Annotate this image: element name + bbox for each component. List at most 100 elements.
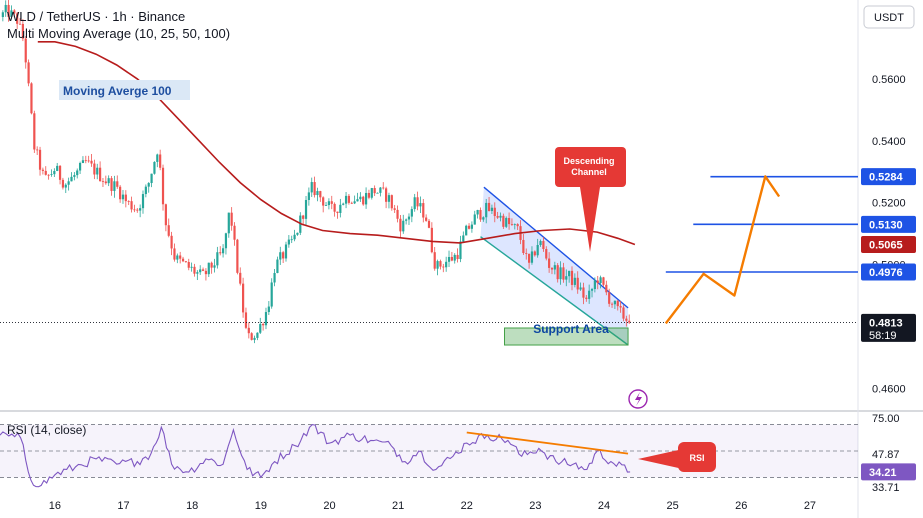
candle-body	[447, 256, 451, 262]
support-area-label: Support Area	[533, 322, 609, 336]
candle-body	[210, 262, 213, 268]
candle-body	[10, 10, 13, 17]
candle-body	[187, 261, 190, 268]
candle-body	[330, 201, 333, 204]
rsi-divergence-line	[466, 431, 629, 455]
candle-body	[276, 259, 279, 273]
symbol-title: WLD / TetherUS · 1h · Binance	[7, 9, 185, 24]
candle-body	[24, 38, 27, 63]
candle-body	[590, 289, 594, 291]
time-tick-label: 23	[529, 500, 541, 512]
candle-body	[201, 269, 205, 271]
candle-body	[287, 239, 290, 245]
candle-body	[507, 217, 511, 225]
moving-average-100	[37, 40, 636, 246]
candle-body	[61, 179, 65, 188]
candle-body	[588, 290, 591, 299]
candle-body	[387, 195, 391, 202]
candle-body	[184, 261, 187, 263]
price-tick-label: 0.5200	[872, 198, 906, 210]
candle-body	[279, 252, 282, 260]
candle-body	[393, 208, 396, 210]
candle-body	[196, 272, 199, 274]
candle-body	[333, 203, 336, 212]
candle-body	[370, 188, 373, 198]
time-tick-label: 18	[186, 500, 198, 512]
price-label-box	[861, 263, 916, 281]
candle-body	[179, 255, 182, 259]
price-label-box	[861, 235, 916, 253]
candle-body	[316, 191, 319, 196]
time-tick-label: 19	[255, 500, 267, 512]
rsi-tick-label: 47.87	[872, 449, 900, 461]
candle-body	[382, 187, 385, 189]
candle-body	[67, 181, 70, 185]
candle-body	[296, 232, 299, 235]
candle-body	[410, 209, 413, 217]
rsi-panel	[0, 424, 858, 488]
candle-body	[193, 266, 196, 274]
time-tick-label: 27	[804, 500, 816, 512]
candle-body	[336, 211, 339, 213]
descending-channel-callout: Descending Channel	[555, 147, 626, 252]
candle-body	[133, 209, 136, 211]
time-tick-label: 17	[117, 500, 129, 512]
ma-label: Moving Averge 100	[63, 84, 172, 98]
candle-body	[556, 265, 559, 280]
rsi-value-label: 34.21	[869, 467, 897, 479]
candle-body	[542, 241, 545, 250]
candle-body	[319, 191, 322, 198]
lightning-icon[interactable]	[628, 389, 648, 409]
candle-body	[327, 201, 330, 206]
candle-body	[167, 225, 170, 236]
candle-body	[284, 244, 288, 259]
rsi-title: RSI (14, close)	[7, 423, 86, 437]
candle-body	[253, 337, 256, 340]
candle-body	[204, 270, 208, 275]
time-tick-label: 26	[735, 500, 747, 512]
candle-body	[4, 4, 7, 13]
candle-body	[30, 83, 33, 114]
candle-body	[347, 195, 351, 203]
indicator-title: Multi Moving Average (10, 25, 50, 100)	[7, 26, 230, 41]
candle-body	[87, 160, 90, 162]
candle-body	[224, 233, 228, 249]
candle-body	[50, 174, 53, 175]
candle-body	[450, 256, 453, 261]
candle-body	[304, 199, 308, 219]
candle-body	[553, 265, 556, 270]
candle-body	[307, 192, 310, 200]
candle-body	[250, 333, 253, 340]
time-tick-label: 25	[667, 500, 679, 512]
candle-body	[113, 181, 116, 191]
candle-body	[1, 12, 4, 18]
candle-body	[356, 199, 359, 202]
price-label-ma: 0.5065	[869, 239, 903, 251]
candle-body	[485, 202, 488, 218]
candle-body	[536, 245, 539, 256]
price-tick-label: 0.5400	[872, 136, 906, 148]
candle-body	[470, 224, 473, 229]
candle-body	[465, 225, 468, 236]
currency-button[interactable]: USDT	[863, 5, 915, 29]
candle-body	[176, 255, 179, 260]
candle-body	[625, 318, 628, 321]
candle-body	[373, 188, 376, 194]
candle-body	[516, 224, 519, 227]
candle-body	[430, 227, 433, 253]
candle-body	[173, 248, 176, 260]
candle-body	[342, 203, 345, 205]
candle-body	[533, 251, 536, 256]
candle-body	[84, 160, 87, 162]
candle-body	[482, 217, 485, 220]
channel-upper-line	[483, 186, 629, 309]
candle-body	[247, 327, 250, 334]
candle-body	[582, 287, 585, 298]
candle-body	[459, 241, 462, 260]
candle-body	[442, 266, 445, 268]
candle-body	[456, 254, 459, 260]
candle-body	[110, 178, 113, 191]
candle-body	[362, 196, 365, 205]
